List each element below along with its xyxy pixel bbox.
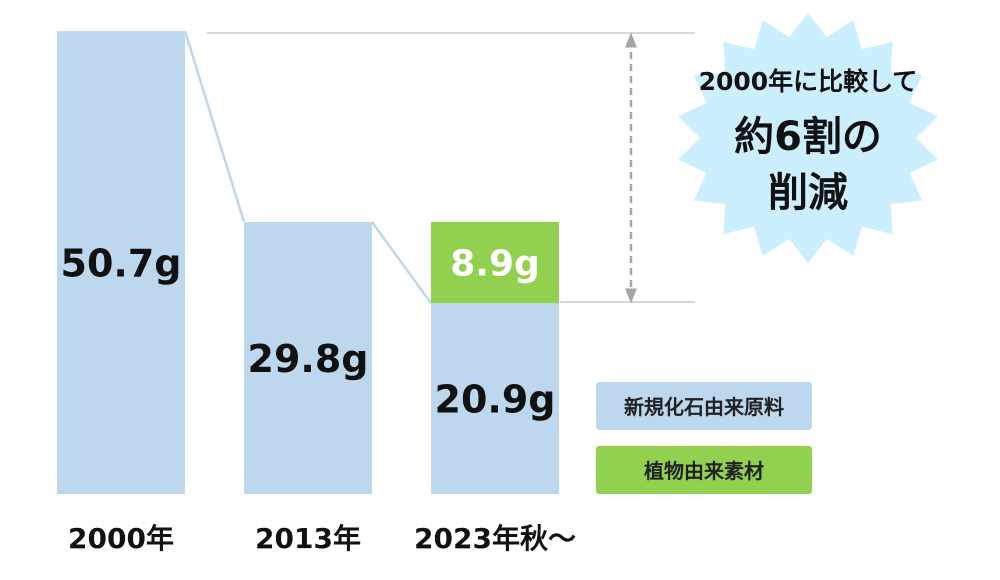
bar-2023-fossil	[431, 303, 559, 494]
legend-label-fossil: 新規化石由来原料	[624, 395, 784, 419]
category-label-2013: 2013年	[255, 522, 361, 555]
legend-swatch-plant	[596, 446, 812, 494]
category-label-2023: 2023年秋～	[414, 522, 576, 555]
bar-2000-fossil	[57, 31, 185, 494]
legend-swatch-fossil	[596, 382, 812, 430]
category-label-2000: 2000年	[68, 522, 174, 555]
bar-2013-fossil	[244, 221, 372, 494]
bar-label-2023-plant: 8.9g	[450, 244, 540, 285]
callout-line-1: 2000年に比較して	[699, 67, 918, 96]
callout-line-3: 削減	[768, 170, 848, 216]
bar-label-2013: 29.8g	[248, 337, 369, 381]
callout-line-2: 約6割の	[734, 114, 882, 160]
bar-label-2023-fossil: 20.9g	[435, 378, 556, 422]
callout-starburst	[678, 12, 938, 264]
bar-label-2000: 50.7g	[61, 242, 182, 286]
connector-1	[183, 30, 246, 223]
legend-label-plant: 植物由来素材	[644, 459, 764, 483]
bar-2023-plant	[431, 221, 559, 304]
connector-2	[370, 221, 433, 304]
